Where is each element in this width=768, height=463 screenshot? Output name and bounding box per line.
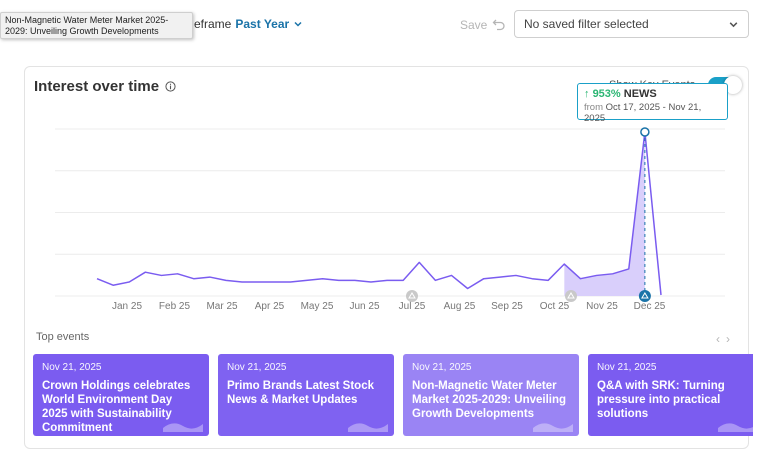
- peak-type: NEWS: [623, 88, 657, 100]
- card-title-text: Interest over time: [34, 78, 160, 95]
- info-icon[interactable]: [165, 81, 176, 92]
- chevron-down-icon: [729, 21, 738, 27]
- prev-arrow-icon[interactable]: ‹: [716, 332, 726, 346]
- x-tick-label: Dec 25: [634, 301, 666, 312]
- x-tick-label: Jan 25: [112, 301, 142, 312]
- event-title: Crown Holdings celebrates World Environm…: [42, 380, 191, 434]
- x-tick-label: May 25: [301, 301, 334, 312]
- x-tick-label: Sep 25: [491, 301, 523, 312]
- x-tick-label: Jun 25: [349, 301, 379, 312]
- x-tick-label: Feb 25: [159, 301, 191, 312]
- wave-decoration-icon: [718, 423, 753, 432]
- saved-filter-value: No saved filter selected: [524, 17, 649, 31]
- wave-decoration-icon: [348, 423, 388, 432]
- interest-over-time-card: Interest over time Show Key Events Jan 2…: [24, 66, 753, 449]
- x-tick-label: Mar 25: [206, 301, 238, 312]
- event-card[interactable]: Nov 21, 2025 Non-Magnetic Water Meter Mar…: [403, 354, 579, 436]
- event-title: Primo Brands Latest Stock News & Market …: [227, 380, 374, 406]
- top-events-heading: Top events: [36, 331, 90, 343]
- timeframe-selector[interactable]: eframe Past Year: [194, 17, 303, 31]
- save-button[interactable]: Save: [460, 18, 488, 32]
- event-date: Nov 21, 2025: [597, 362, 657, 373]
- peak-percent: 953%: [592, 88, 621, 100]
- peak-arrow: ↑: [584, 88, 590, 100]
- peak-tooltip: ↑ 953% NEWS from Oct 17, 2025 - Nov 21, …: [577, 83, 728, 124]
- event-date: Nov 21, 2025: [412, 362, 472, 373]
- peak-from-label: from: [584, 102, 603, 113]
- event-marker-icon: [565, 290, 577, 302]
- carousel-nav[interactable]: ‹›: [716, 332, 736, 346]
- event-card[interactable]: Nov 21, 2025 Crown Holdings celebrates Wo…: [33, 354, 209, 436]
- next-arrow-icon[interactable]: ›: [726, 332, 736, 346]
- x-tick-label: Jul 25: [399, 301, 426, 312]
- wave-decoration-icon: [533, 423, 573, 432]
- event-title: Q&A with SRK: Turning pressure into prac…: [597, 380, 725, 420]
- event-card[interactable]: Nov 21, 2025 Primo Brands Latest Stock Ne…: [218, 354, 394, 436]
- title-tooltip: Non-Magnetic Water Meter Market 2025-202…: [0, 12, 193, 39]
- top-events-list: Nov 21, 2025 Crown Holdings celebrates Wo…: [33, 354, 753, 436]
- timeframe-value[interactable]: Past Year: [235, 17, 290, 31]
- undo-icon[interactable]: [492, 17, 506, 31]
- event-title: Non-Magnetic Water Meter Market 2025-202…: [412, 380, 567, 420]
- x-tick-label: Oct 25: [540, 301, 570, 312]
- card-title: Interest over time: [34, 78, 176, 95]
- series-line: [96, 131, 662, 296]
- event-card[interactable]: Nov 21, 2025 Q&A with SRK: Turning pressu…: [588, 354, 753, 436]
- peak-date-range: Oct 17, 2025 - Nov 21, 2025: [584, 102, 702, 124]
- event-marker-glyph: [567, 292, 575, 299]
- event-marker-icon: [638, 290, 651, 302]
- event-marker-glyph: [408, 292, 416, 299]
- chevron-down-icon[interactable]: [293, 19, 303, 29]
- saved-filter-select[interactable]: No saved filter selected: [514, 10, 749, 38]
- wave-decoration-icon: [163, 423, 203, 432]
- x-tick-label: Apr 25: [255, 301, 285, 312]
- x-tick-label: Aug 25: [444, 301, 476, 312]
- event-date: Nov 21, 2025: [227, 362, 287, 373]
- event-marker-icon: [406, 290, 418, 302]
- event-marker-glyph: [641, 292, 649, 299]
- peak-point: [640, 127, 650, 137]
- timeframe-label: eframe: [194, 17, 232, 31]
- event-date: Nov 21, 2025: [42, 362, 102, 373]
- toggle-knob: [724, 76, 742, 94]
- x-tick-label: Nov 25: [586, 301, 618, 312]
- highlight-area: [564, 132, 645, 296]
- interest-chart: Jan 25 Feb 25 Mar 25 Apr 25 May 25 Jun 25 Jul …: [55, 127, 725, 312]
